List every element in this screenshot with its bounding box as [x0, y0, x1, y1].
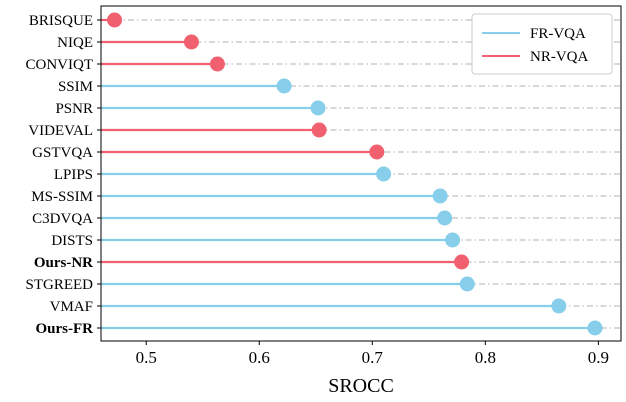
y-label-gstvqa: GSTVQA [32, 145, 93, 161]
y-tick-labels: BRISQUE NIQE CONVIQT SSIM PSNR VIDEVAL GSTVQA L… [26, 13, 101, 337]
dot-ssim [276, 78, 292, 94]
x-tick-label-4: 0.9 [588, 348, 609, 367]
lollipop-stems [101, 18, 595, 330]
x-tick-label-1: 0.6 [249, 348, 270, 367]
y-label-ours-fr: Ours-FR [36, 321, 94, 337]
y-label-stgreed: STGREED [26, 277, 94, 293]
dot-niqe [183, 34, 199, 50]
lollipop-dots [107, 12, 603, 336]
y-label-conviqt: CONVIQT [26, 57, 94, 73]
x-tick-label-2: 0.7 [362, 348, 384, 367]
y-label-niqe: NIQE [57, 35, 93, 51]
y-label-psnr: PSNR [55, 101, 93, 117]
dot-dists [445, 232, 461, 248]
legend-box [471, 13, 613, 75]
x-tick-label-0: 0.5 [136, 348, 157, 367]
x-tick-label-3: 0.8 [475, 348, 496, 367]
y-label-c3dvqa: C3DVQA [32, 211, 93, 227]
legend-label-fr-vqa: FR-VQA [530, 26, 586, 42]
legend-label-nr-vqa: NR-VQA [530, 49, 588, 65]
dot-vmaf [551, 298, 567, 314]
dot-gstvqa [369, 144, 385, 160]
dot-ms-ssim [432, 188, 448, 204]
dot-lpips [376, 166, 392, 182]
y-label-ms-ssim: MS-SSIM [31, 189, 93, 205]
y-label-dists: DISTS [51, 233, 93, 249]
dot-ours-nr [454, 254, 470, 270]
y-label-ssim: SSIM [58, 79, 93, 95]
dot-stgreed [459, 276, 475, 292]
y-label-lpips: LPIPS [54, 167, 93, 183]
dot-ours-fr [587, 320, 603, 336]
dot-brisque [107, 12, 123, 28]
x-axis-ticks: 0.5 0.6 0.7 0.8 0.9 [136, 341, 609, 367]
y-label-brisque: BRISQUE [29, 13, 93, 29]
y-label-videval: VIDEVAL [28, 123, 93, 139]
dot-psnr [310, 100, 326, 116]
y-label-vmaf: VMAF [50, 299, 93, 315]
legend: FR-VQA NR-VQA [471, 13, 613, 75]
dot-conviqt [209, 56, 225, 72]
dot-videval [311, 122, 327, 138]
x-axis-title: SROCC [328, 375, 394, 397]
y-label-ours-nr: Ours-NR [34, 255, 93, 271]
dot-c3dvqa [437, 210, 453, 226]
